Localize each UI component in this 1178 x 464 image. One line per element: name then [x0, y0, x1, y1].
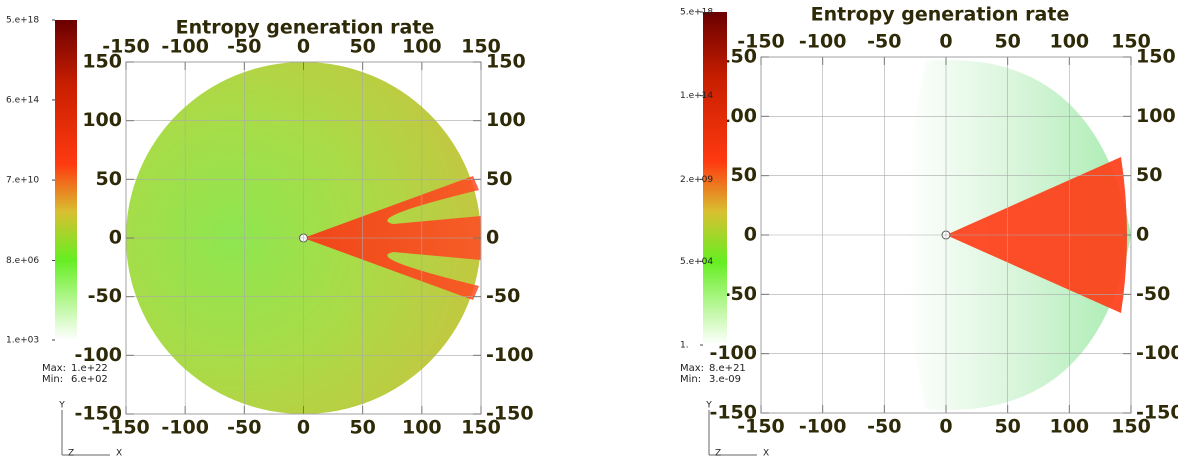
min-value: 3.e-09	[709, 374, 741, 385]
colorbar	[703, 12, 727, 345]
y-tick-label: -50	[88, 285, 122, 307]
x-tick-label: -150	[737, 416, 785, 438]
y-tick-label: 100	[1136, 105, 1176, 127]
x-tick-label: 50	[994, 416, 1020, 438]
colorbar-label: 5.e+18	[680, 8, 713, 18]
colorbar-label: 5.e+04	[680, 257, 713, 267]
x-tick-label: -100	[799, 416, 847, 438]
colorbar-label: 6.e+14	[6, 95, 39, 105]
x-tick-label: -50	[867, 416, 901, 438]
y-tick-label: 150	[82, 51, 122, 73]
y-tick-label: 50	[96, 168, 122, 190]
min-value: 6.e+02	[71, 374, 108, 385]
triad-label: Z	[715, 449, 721, 459]
panel: -150-150-100-100-50-50005050100100150150…	[6, 16, 534, 459]
x-tick-label: -50	[227, 36, 261, 58]
x-tick-label: 50	[994, 31, 1020, 53]
x-tick-label: -150	[102, 36, 150, 58]
colorbar-label: 8.e+06	[6, 256, 39, 266]
triad-label: X	[763, 449, 769, 459]
y-tick-label: 150	[1136, 46, 1176, 68]
min-label: Min:	[42, 374, 63, 385]
max-value: 8.e+21	[709, 363, 746, 374]
triad-label: Y	[58, 401, 65, 411]
y-tick-label: -150	[74, 403, 122, 425]
x-tick-label: 100	[1049, 31, 1089, 53]
x-tick-label: 100	[402, 36, 442, 58]
colorbar-label: 5.e+18	[6, 16, 39, 26]
panel: -150-150-100-100-50-50005050100100150150…	[680, 4, 1178, 459]
y-tick-label: 0	[1136, 224, 1149, 246]
x-tick-label: 50	[349, 36, 375, 58]
y-tick-label: -50	[1136, 283, 1170, 305]
y-tick-label: -150	[486, 403, 534, 425]
triad-label: X	[116, 449, 122, 459]
x-tick-label: 100	[402, 417, 442, 439]
x-tick-label: 150	[1111, 416, 1151, 438]
y-tick-label: 150	[717, 46, 757, 68]
y-tick-label: -100	[74, 344, 122, 366]
x-tick-label: -50	[867, 31, 901, 53]
y-tick-label: -50	[723, 283, 757, 305]
x-tick-label: -100	[161, 36, 209, 58]
y-tick-label: 50	[731, 164, 757, 186]
x-tick-label: 0	[297, 417, 310, 439]
y-tick-label: -50	[486, 285, 520, 307]
y-tick-label: 50	[486, 168, 512, 190]
y-tick-label: 150	[486, 51, 526, 73]
colorbar-label: 1.	[680, 341, 689, 351]
x-tick-label: 50	[349, 417, 375, 439]
max-label: Max:	[680, 363, 704, 374]
x-tick-label: -150	[102, 417, 150, 439]
y-tick-label: 100	[486, 109, 526, 131]
chart-title: Entropy generation rate	[176, 17, 435, 39]
x-tick-label: -150	[737, 31, 785, 53]
triad-label: Z	[68, 449, 74, 459]
colorbar-label: 2.e+09	[680, 175, 713, 185]
y-tick-label: -150	[1136, 402, 1178, 424]
x-tick-label: 100	[1049, 416, 1089, 438]
y-tick-label: -100	[1136, 342, 1178, 364]
y-tick-label: -150	[709, 402, 757, 424]
x-tick-label: 0	[939, 31, 952, 53]
triad-label: Y	[705, 401, 712, 411]
x-tick-label: -100	[161, 417, 209, 439]
y-tick-label: 50	[1136, 164, 1162, 186]
y-tick-label: -100	[486, 344, 534, 366]
x-tick-label: 150	[461, 417, 501, 439]
y-tick-label: 0	[486, 227, 499, 249]
colorbar-label: 1.e+14	[680, 91, 713, 101]
max-label: Max:	[42, 363, 66, 374]
y-tick-label: 0	[109, 227, 122, 249]
x-tick-label: -100	[799, 31, 847, 53]
x-tick-label: 150	[461, 36, 501, 58]
y-tick-label: 0	[744, 224, 757, 246]
x-tick-label: 0	[297, 36, 310, 58]
y-tick-label: 100	[82, 109, 122, 131]
x-tick-label: -50	[227, 417, 261, 439]
colorbar	[55, 20, 77, 340]
min-label: Min:	[680, 374, 701, 385]
chart-title: Entropy generation rate	[811, 4, 1070, 26]
colorbar-label: 1.e+03	[6, 336, 39, 346]
y-tick-label: 100	[717, 105, 757, 127]
max-value: 1.e+22	[71, 363, 108, 374]
x-tick-label: 150	[1111, 31, 1151, 53]
x-tick-label: 0	[939, 416, 952, 438]
y-tick-label: -100	[709, 342, 757, 364]
colorbar-label: 7.e+10	[6, 176, 39, 186]
